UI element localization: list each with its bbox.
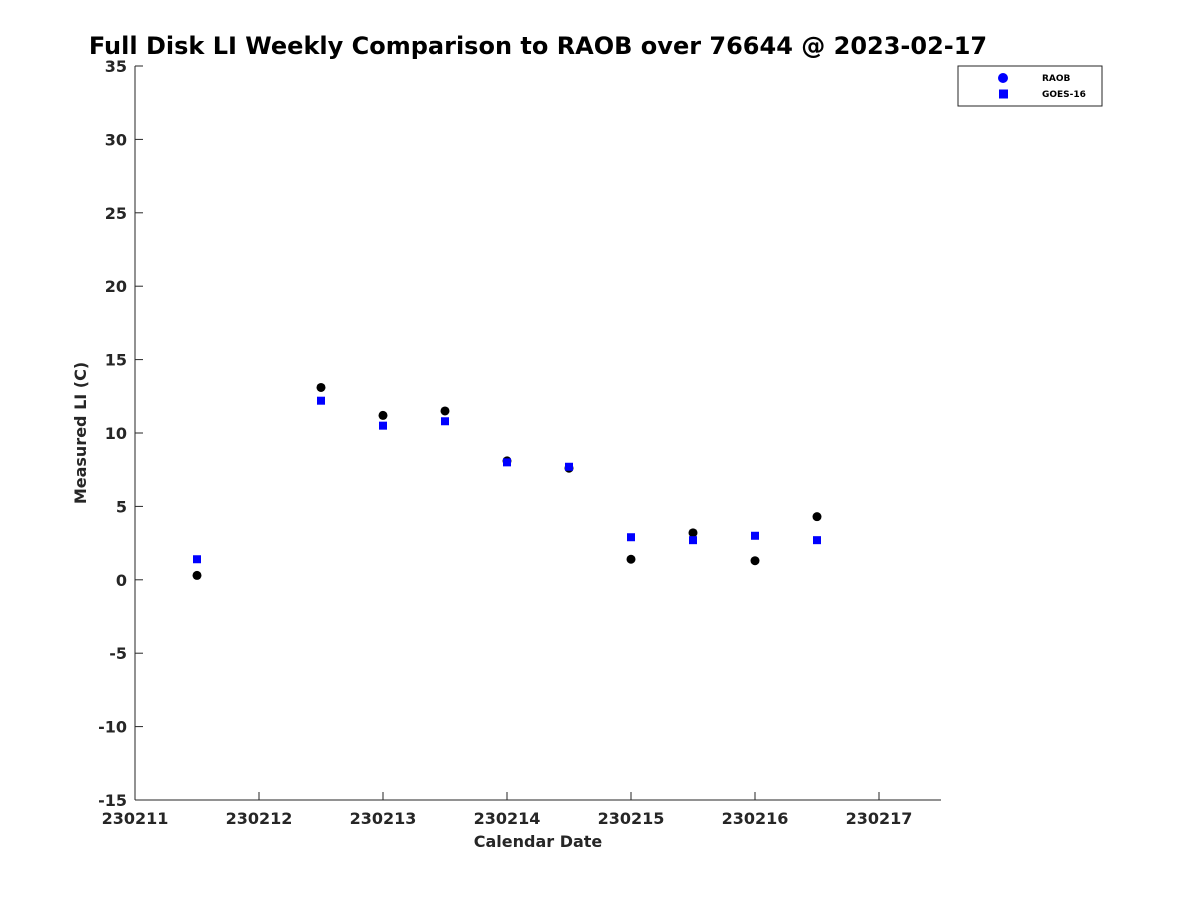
x-ticks: 230211 230212 230213 230214 230215 230216 2302… <box>102 792 913 828</box>
y-tick-label: 10 <box>105 424 127 443</box>
data-point-goes-16 <box>441 417 449 426</box>
data-point-raob <box>316 382 326 392</box>
data-point-raob <box>688 528 698 538</box>
data-point-raob <box>440 406 450 416</box>
y-tick-label: 35 <box>105 57 127 76</box>
x-tick-label: 230214 <box>474 809 541 828</box>
y-tick-label: 20 <box>105 277 127 296</box>
series-layer <box>192 382 822 580</box>
x-tick-label: 230215 <box>598 809 665 828</box>
y-tick-label: -10 <box>98 718 127 737</box>
chart-title: Full Disk LI Weekly Comparison to RAOB o… <box>89 32 987 60</box>
y-tick-label: 0 <box>116 571 127 590</box>
data-point-goes-16 <box>503 458 511 467</box>
y-ticks: 35 30 25 20 15 10 5 0 -5 -10 -15 <box>98 57 143 810</box>
x-tick-label: 230211 <box>102 809 169 828</box>
legend-label-goes-16: GOES-16 <box>1042 90 1086 100</box>
data-point-raob <box>750 556 760 566</box>
plot-axes <box>134 66 941 801</box>
y-tick-label: 15 <box>105 351 127 370</box>
data-point-goes-16 <box>193 555 201 564</box>
data-point-raob <box>192 570 202 580</box>
legend-box <box>957 65 1103 107</box>
x-tick-label: 230217 <box>846 809 913 828</box>
legend-label-raob: RAOB <box>1042 74 1071 84</box>
data-point-goes-16 <box>813 536 821 545</box>
x-tick-label: 230216 <box>722 809 789 828</box>
data-point-goes-16 <box>751 531 759 540</box>
data-point-raob <box>812 512 822 522</box>
y-tick-label: 30 <box>105 130 127 149</box>
data-point-goes-16 <box>317 396 325 405</box>
data-point-goes-16 <box>627 533 635 542</box>
x-tick-label: 230213 <box>350 809 417 828</box>
series-goes-16 <box>193 396 821 564</box>
x-tick-label: 230212 <box>226 809 293 828</box>
series-raob <box>192 382 822 580</box>
data-point-goes-16 <box>689 536 697 545</box>
y-axis-label: Measured LI (C) <box>71 362 90 504</box>
data-point-goes-16 <box>379 421 387 430</box>
legend-marker-goes-16 <box>999 89 1008 99</box>
y-tick-label: 5 <box>116 497 127 516</box>
y-tick-label: -5 <box>109 644 127 663</box>
data-point-raob <box>378 410 388 420</box>
y-tick-label: -15 <box>98 791 127 810</box>
x-axis-label: Calendar Date <box>474 832 603 851</box>
data-point-goes-16 <box>565 462 573 471</box>
legend-marker-raob <box>998 73 1008 83</box>
y-tick-label: 25 <box>105 204 127 223</box>
legend: RAOB GOES-16 <box>957 65 1103 107</box>
data-point-raob <box>626 554 636 564</box>
